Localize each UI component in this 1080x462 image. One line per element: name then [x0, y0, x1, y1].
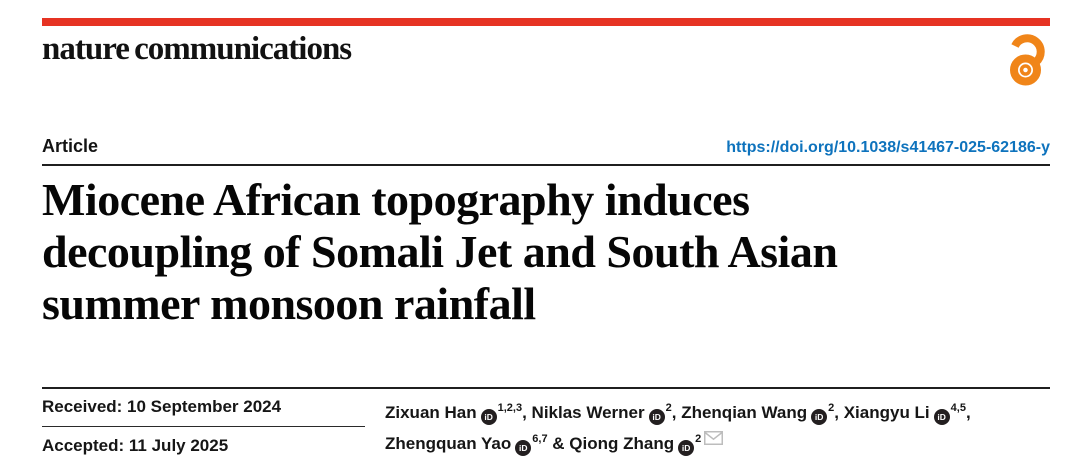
author-affiliation-superscript: 6,7 — [532, 433, 548, 445]
dates-column: Received: 10 September 2024 Accepted: 11… — [42, 389, 365, 457]
article-title-line: summer monsoon rainfall — [42, 278, 536, 329]
author-list: Zixuan Han iD1,2,3, Niklas Werner iD2, Zhe… — [385, 389, 1050, 457]
author: Qiong Zhang iD2 — [569, 431, 724, 456]
orcid-icon[interactable]: iD — [515, 440, 532, 456]
page: nature communications Article https://do… — [42, 18, 1050, 457]
article-title: Miocene African topography induces decou… — [42, 174, 1050, 330]
author-name: Zhenqian Wang — [681, 403, 808, 422]
author-affiliation-superscript: 2 — [695, 433, 702, 445]
author-name: Xiangyu Li — [843, 403, 930, 422]
orcid-icon[interactable]: iD — [811, 409, 828, 425]
author-affiliation-superscript: 4,5 — [950, 402, 966, 414]
author-name: Niklas Werner — [531, 403, 645, 422]
author-affiliation-superscript: 1,2,3 — [497, 402, 523, 414]
orcid-icon[interactable]: iD — [648, 409, 665, 425]
author-name: Zixuan Han — [385, 403, 477, 422]
meta-section: Received: 10 September 2024 Accepted: 11… — [42, 387, 1050, 457]
author: Zhenqian Wang iD2 — [681, 402, 835, 425]
author-name: Qiong Zhang — [569, 434, 675, 453]
orcid-icon[interactable]: iD — [933, 409, 950, 425]
article-title-line: Miocene African topography induces — [42, 174, 750, 225]
author-affiliation-superscript: 2 — [828, 402, 835, 414]
masthead: nature communications — [42, 29, 1050, 86]
doi-link[interactable]: https://doi.org/10.1038/s41467-025-62186… — [726, 139, 1050, 156]
author: Xiangyu Li iD4,5 — [843, 402, 966, 425]
accepted-date: Accepted: 11 July 2025 — [42, 436, 229, 455]
journal-logo: nature communications — [42, 31, 352, 67]
email-icon[interactable] — [704, 430, 724, 449]
author: Zixuan Han iD1,2,3 — [385, 402, 523, 425]
author: Niklas Werner iD2 — [531, 402, 672, 425]
open-access-icon — [1004, 32, 1050, 91]
article-title-line: decoupling of Somali Jet and South Asian — [42, 226, 838, 277]
received-date: Received: 10 September 2024 — [42, 389, 365, 427]
article-type-label: Article — [42, 136, 99, 156]
orcid-icon[interactable]: iD — [678, 440, 695, 456]
author-affiliation-superscript: 2 — [665, 402, 672, 414]
author-name: Zhengquan Yao — [385, 434, 512, 453]
article-header-row: Article https://doi.org/10.1038/s41467-0… — [42, 135, 1050, 166]
orcid-icon[interactable]: iD — [480, 409, 497, 425]
brand-top-bar — [42, 18, 1050, 26]
author: Zhengquan Yao iD6,7 — [385, 433, 548, 456]
